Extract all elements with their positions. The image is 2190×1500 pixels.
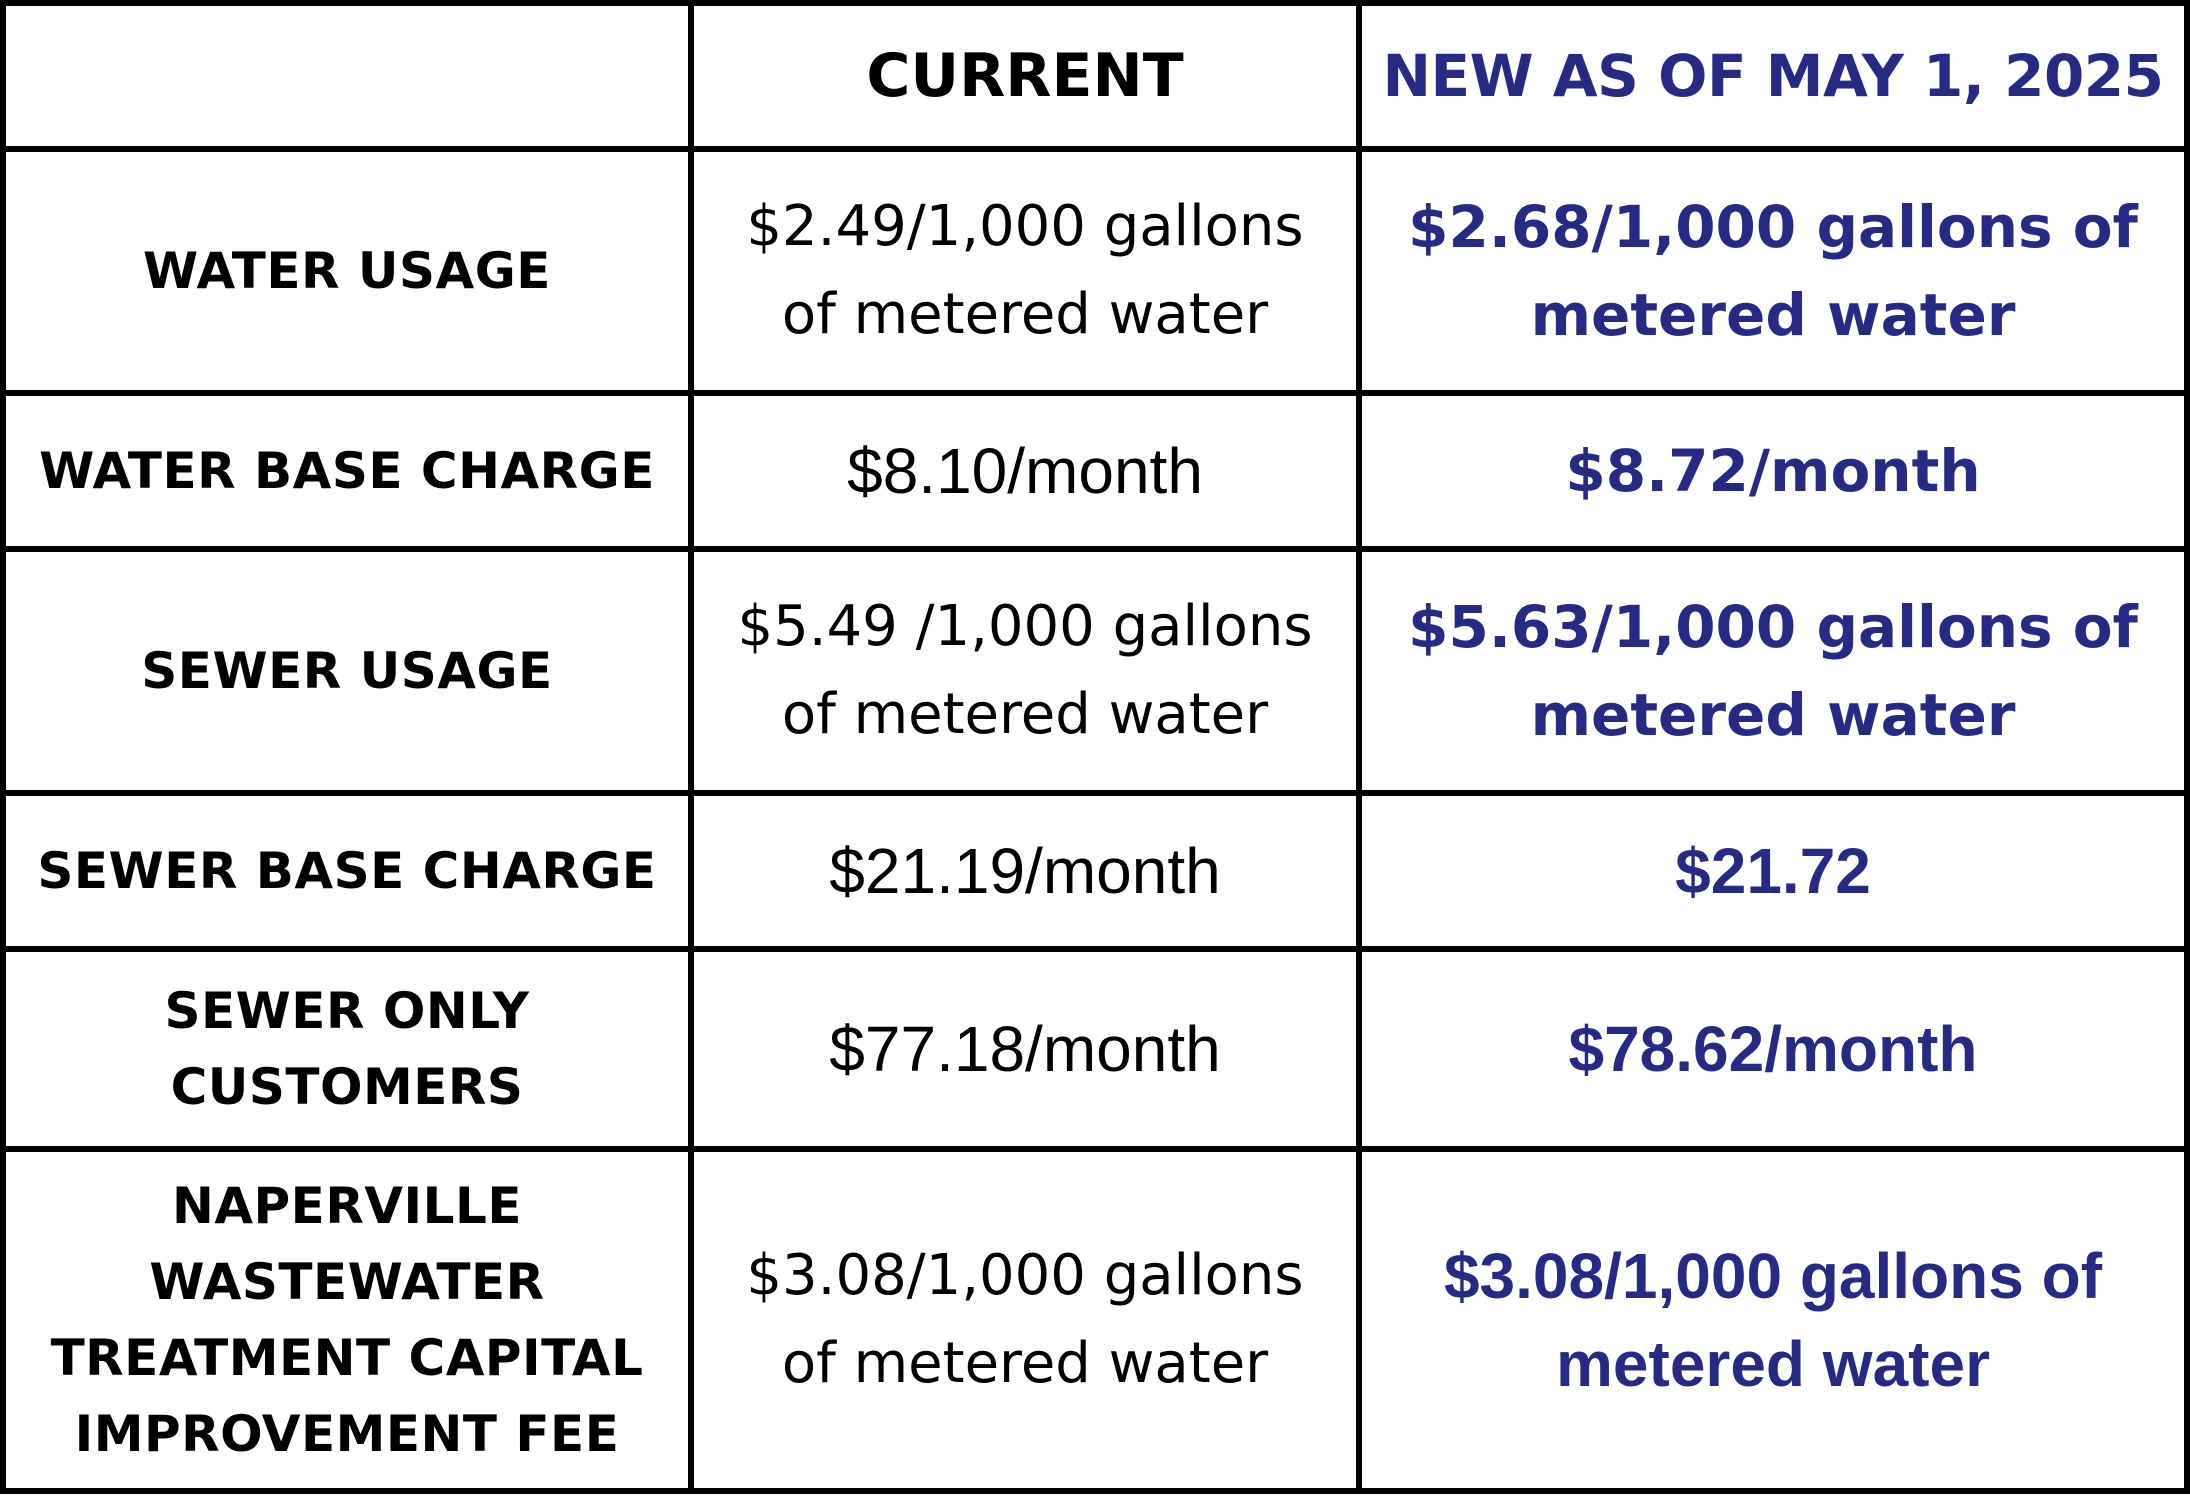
label-line: WATER USAGE [143, 242, 551, 300]
current-naperville-capital-fee: $3.08/1,000 gallons of metered water [694, 1152, 1356, 1488]
header-blank-cell [6, 6, 688, 146]
header-current: CURRENT [694, 6, 1356, 146]
label-line: NAPERVILLE [171, 1177, 523, 1235]
label-line: SEWER ONLY [164, 982, 530, 1040]
value-line: $21.19/month [829, 835, 1221, 907]
value-line: of metered water [781, 682, 1269, 747]
row-label-naperville-capital-fee: NAPERVILLE WASTEWATER TREATMENT CAPITAL … [6, 1152, 688, 1488]
row-label-water-usage: WATER USAGE [6, 152, 688, 390]
value-line: $21.72 [1675, 835, 1871, 907]
value-line: of metered water [781, 1331, 1269, 1396]
new-water-usage: $2.68/1,000 gallons of metered water [1362, 152, 2184, 390]
row-label-sewer-only-customers: SEWER ONLY CUSTOMERS [6, 952, 688, 1146]
value-line: $78.62/month [1568, 1013, 1978, 1085]
value-line: metered water [1530, 681, 2016, 749]
value-line: $5.63/1,000 gallons of [1408, 593, 2138, 661]
new-sewer-only-customers: $78.62/month [1362, 952, 2184, 1146]
label-line: IMPROVEMENT FEE [74, 1405, 620, 1463]
value-line: $8.72/month [1565, 437, 1981, 505]
row-label-water-base-charge: WATER BASE CHARGE [6, 396, 688, 546]
value-line: $77.18/month [829, 1013, 1221, 1085]
new-sewer-usage: $5.63/1,000 gallons of metered water [1362, 552, 2184, 790]
row-label-sewer-base-charge: SEWER BASE CHARGE [6, 796, 688, 946]
current-sewer-usage: $5.49 /1,000 gallons of metered water [694, 552, 1356, 790]
header-new-rate: NEW AS OF MAY 1, 2025 [1362, 6, 2184, 146]
label-line: SEWER USAGE [141, 642, 553, 700]
value-line: $5.49 /1,000 gallons [737, 594, 1313, 659]
label-line: WATER BASE CHARGE [39, 442, 655, 500]
label-line: WASTEWATER [149, 1253, 545, 1311]
new-water-base-charge: $8.72/month [1362, 396, 2184, 546]
new-sewer-base-charge: $21.72 [1362, 796, 2184, 946]
value-line: $2.49/1,000 gallons [746, 194, 1304, 259]
header-new-label: NEW AS OF MAY 1, 2025 [1382, 42, 2164, 110]
value-line: $2.68/1,000 gallons of [1408, 193, 2138, 261]
current-water-base-charge: $8.10/month [694, 396, 1356, 546]
value-line: metered water [1530, 281, 2016, 349]
label-line: CUSTOMERS [170, 1058, 524, 1116]
label-line: TREATMENT CAPITAL [50, 1329, 644, 1387]
value-line: of metered water [781, 282, 1269, 347]
new-naperville-capital-fee: $3.08/1,000 gallons of metered water [1362, 1152, 2184, 1488]
header-current-label: CURRENT [866, 41, 1184, 111]
current-water-usage: $2.49/1,000 gallons of metered water [694, 152, 1356, 390]
value-line: $8.10/month [847, 435, 1203, 507]
current-sewer-only-customers: $77.18/month [694, 952, 1356, 1146]
row-label-sewer-usage: SEWER USAGE [6, 552, 688, 790]
value-line: metered water [1556, 1328, 1990, 1400]
current-sewer-base-charge: $21.19/month [694, 796, 1356, 946]
label-line: SEWER BASE CHARGE [37, 842, 657, 900]
value-line: $3.08/1,000 gallons [746, 1243, 1304, 1308]
value-line: $3.08/1,000 gallons of [1443, 1240, 2103, 1312]
